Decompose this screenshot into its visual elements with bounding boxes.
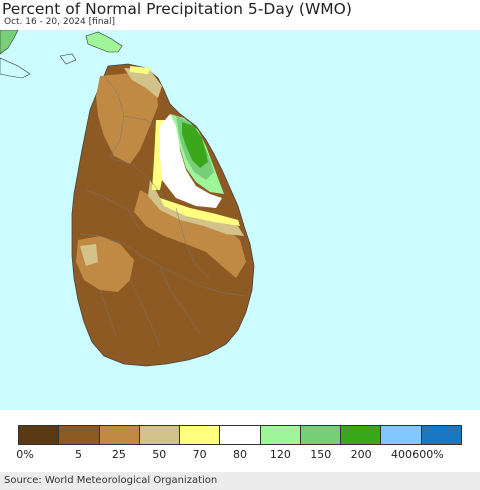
legend-swatch (260, 426, 301, 444)
legend-tick-label: 25 (111, 448, 126, 461)
region-west-tan (80, 244, 98, 266)
legend-swatch (341, 426, 382, 444)
boundary-line (159, 265, 245, 297)
sri-lanka-map-svg (0, 30, 480, 410)
region-north-tan (124, 68, 162, 98)
map-title: Percent of Normal Precipitation 5-Day (W… (2, 0, 352, 18)
legend-swatch (300, 426, 342, 444)
boundary-line (99, 289, 117, 337)
legend-tick-label: 80 (233, 448, 247, 461)
legend-tick-label: 70 (192, 448, 207, 461)
boundary-line (123, 115, 157, 127)
boundary-line (185, 243, 211, 279)
legend-swatch (421, 426, 461, 444)
india-coastline (0, 57, 31, 79)
boundary-line (129, 279, 161, 347)
region-normal-white (160, 114, 222, 208)
boundary-line (109, 157, 167, 201)
legend-tick-label: 400 (390, 448, 412, 461)
legend-tick-label: 150 (310, 448, 332, 461)
boundary-line (175, 207, 187, 245)
map-subtitle: Oct. 16 - 20, 2024 [final] (4, 17, 116, 27)
boundary-line (79, 233, 161, 267)
color-legend (18, 425, 462, 445)
legend-tick-label: 120 (269, 448, 291, 461)
region-trincomalee-dark-green (182, 122, 208, 168)
region-east-medium (134, 190, 246, 278)
legend-swatch (381, 426, 422, 444)
region-north-central-medium (96, 72, 158, 164)
precipitation-map (0, 30, 480, 410)
boundary-line (85, 189, 141, 231)
region-north-yellow (130, 66, 150, 74)
legend-swatch (180, 426, 221, 444)
legend-swatch (139, 426, 181, 444)
legend-swatch (220, 426, 261, 444)
boundary-line (159, 265, 201, 335)
legend-swatch (59, 426, 100, 444)
india-landmass (0, 30, 19, 55)
legend-tick-label: 50 (152, 448, 167, 461)
legend-tick-label: 0% (16, 448, 34, 461)
legend-tick-label: 200 (350, 448, 372, 461)
source-bar: Source: World Meteorological Organizatio… (0, 472, 480, 490)
island-outline (59, 53, 77, 65)
jaffna-peninsula (85, 31, 123, 53)
source-text: Source: World Meteorological Organizatio… (4, 475, 218, 486)
region-east-yellow (160, 198, 240, 226)
legend-tick-labels: 0% 5 25 50 70 80 120 150 200 400 600% (0, 448, 480, 462)
legend-swatch (19, 426, 60, 444)
legend-tick-label: 600% (412, 448, 444, 461)
legend-swatch (99, 426, 140, 444)
district-boundaries (79, 75, 245, 347)
legend-tick-label: 5 (75, 448, 83, 461)
